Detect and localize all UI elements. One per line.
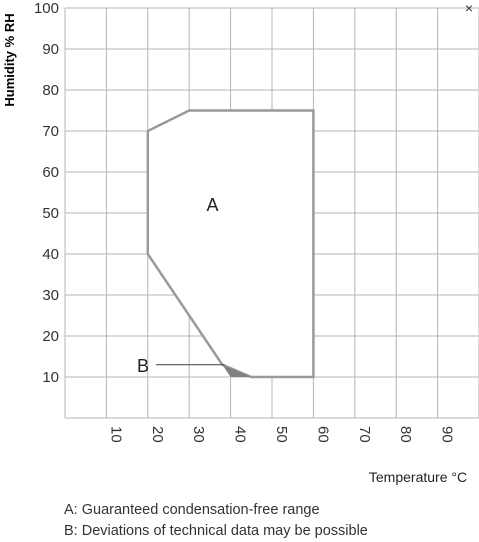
chart-ticks: 1020304050607080901001020304050607080901… (34, 0, 456, 443)
x-tick-label: 10 (107, 426, 124, 443)
x-tick-label: 30 (190, 426, 207, 443)
y-tick-label: 20 (42, 328, 59, 345)
x-tick-label: 60 (314, 426, 331, 443)
close-icon[interactable]: × (464, 0, 474, 16)
y-tick-label: 40 (42, 246, 59, 263)
x-tick-label: 90 (439, 426, 456, 443)
region-label-b: B (137, 356, 149, 376)
x-axis-label: Temperature °C (369, 469, 467, 485)
y-tick-label: 10 (42, 369, 59, 386)
y-tick-label: 50 (42, 205, 59, 222)
region-a (146, 109, 315, 379)
y-tick-label: 90 (42, 41, 59, 58)
legend-item-a: A: Guaranteed condensation-free range (64, 502, 320, 518)
y-tick-label: 70 (42, 123, 59, 140)
region-label-a: A (206, 195, 218, 215)
y-tick-label: 60 (42, 164, 59, 181)
legend: A: Guaranteed condensation-free range B:… (64, 500, 368, 542)
x-tick-label: 70 (356, 426, 373, 443)
x-tick-label: 80 (397, 426, 414, 443)
y-axis-label: Humidity % RH (2, 13, 17, 106)
chart-regions: AB (137, 109, 315, 379)
x-tick-label: 20 (149, 426, 166, 443)
y-tick-label: 80 (42, 82, 59, 99)
y-tick-label: 30 (42, 287, 59, 304)
y-tick-label: 100 (34, 0, 59, 17)
region-b (222, 364, 252, 377)
x-tick-label: 40 (232, 426, 249, 443)
x-tick-label: 50 (273, 426, 290, 443)
legend-item-b: B: Deviations of technical data may be p… (64, 523, 368, 539)
